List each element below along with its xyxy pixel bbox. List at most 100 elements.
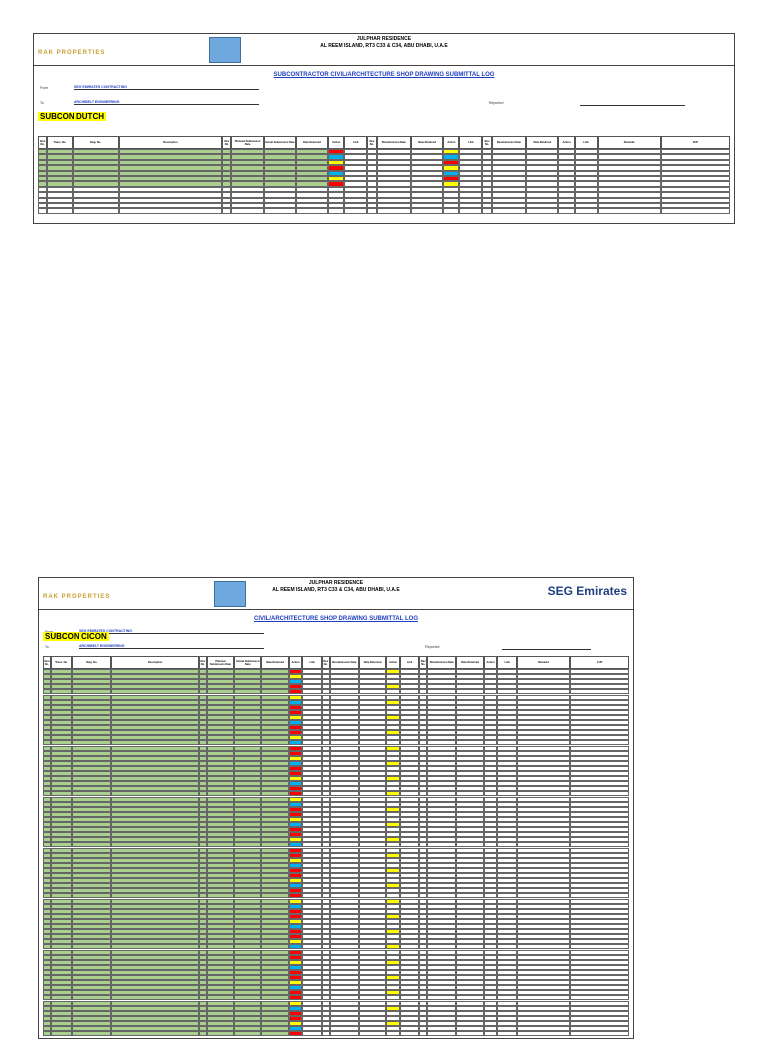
table-cell [50, 852, 73, 858]
table-cell [386, 771, 400, 777]
table-cell [234, 669, 262, 675]
table-cell [399, 816, 420, 822]
table-cell [72, 704, 112, 710]
table-cell [419, 1000, 428, 1006]
table-cell [231, 149, 264, 155]
table-cell [483, 842, 498, 848]
table-cell [321, 1015, 330, 1021]
table-cell [526, 208, 559, 214]
table-cell [358, 980, 387, 986]
table-cell [483, 709, 498, 715]
table-cell [456, 944, 484, 950]
table-cell [321, 679, 330, 685]
table-cell [111, 704, 199, 710]
table-cell [263, 149, 296, 155]
table-cell [234, 816, 262, 822]
table-cell [329, 990, 359, 996]
table-cell [419, 827, 428, 833]
table-cell [358, 913, 387, 919]
table-cell [321, 980, 330, 986]
table-cell [419, 888, 428, 894]
table-cell [497, 684, 517, 690]
table-cell [261, 873, 289, 879]
table-cell [399, 908, 420, 914]
table-cell [206, 883, 235, 889]
table-cell [497, 791, 517, 797]
table-cell [234, 735, 262, 741]
table-cell [72, 154, 119, 160]
table-cell [263, 176, 296, 182]
table-cell [288, 1005, 303, 1011]
column-header: Trans. No. [50, 656, 73, 669]
table-cell [483, 898, 498, 904]
table-cell [206, 918, 235, 924]
table-cell [234, 1005, 262, 1011]
table-cell [50, 964, 73, 970]
table-cell [72, 806, 112, 812]
table-cell [261, 852, 289, 858]
table-cell [399, 888, 420, 894]
table-cell [570, 771, 629, 777]
table-cell [38, 186, 48, 193]
table-cell [302, 1015, 322, 1021]
table-cell [261, 939, 289, 945]
table-cell [570, 776, 629, 782]
table-cell [199, 771, 207, 777]
column-header: Dwg. No. [72, 136, 119, 149]
table-cell [329, 730, 359, 736]
table-cell [483, 857, 498, 863]
table-cell [399, 959, 420, 965]
table-cell [302, 990, 322, 996]
table-cell [570, 791, 629, 797]
table-cell [261, 883, 289, 889]
table-cell [38, 165, 48, 171]
table-cell [234, 990, 262, 996]
table-cell [206, 964, 235, 970]
column-header: Action [328, 136, 345, 149]
table-cell [329, 755, 359, 761]
table-cell [497, 913, 517, 919]
table-cell [206, 975, 235, 981]
table-cell [399, 893, 420, 899]
table-cell [456, 883, 484, 889]
table-cell [47, 208, 73, 214]
table-cell [516, 771, 571, 777]
table-cell [443, 181, 460, 187]
table-cell [483, 714, 498, 720]
table-cell [199, 776, 207, 782]
table-cell [288, 765, 303, 771]
table-cell [358, 735, 387, 741]
table-cell [427, 934, 457, 940]
table-cell [427, 699, 457, 705]
table-cell [50, 847, 73, 853]
table-cell [288, 714, 303, 720]
table-cell [261, 842, 289, 848]
table-cell [261, 796, 289, 802]
table-cell [263, 165, 296, 171]
table-cell [483, 964, 498, 970]
table-cell [329, 694, 359, 700]
table-cell [386, 760, 400, 766]
table-cell [660, 165, 730, 171]
table-cell [570, 975, 629, 981]
table-cell [329, 939, 359, 945]
table-cell [411, 149, 444, 155]
table-cell [222, 203, 232, 209]
table-cell [302, 816, 322, 822]
column-header: Action [386, 656, 400, 669]
column-header: Link [344, 136, 368, 149]
table-cell [288, 867, 303, 873]
table-cell [329, 745, 359, 751]
table-cell [111, 674, 199, 680]
table-cell [427, 786, 457, 792]
table-cell [321, 929, 330, 935]
table-cell [261, 755, 289, 761]
table-cell [111, 918, 199, 924]
to-value: ARCHIBELT ENGINEERING [79, 644, 264, 649]
table-cell [516, 903, 571, 909]
table-cell [497, 730, 517, 736]
table-cell [482, 149, 492, 155]
table-cell [570, 985, 629, 991]
table-cell [43, 1010, 51, 1016]
table-cell [483, 806, 498, 812]
